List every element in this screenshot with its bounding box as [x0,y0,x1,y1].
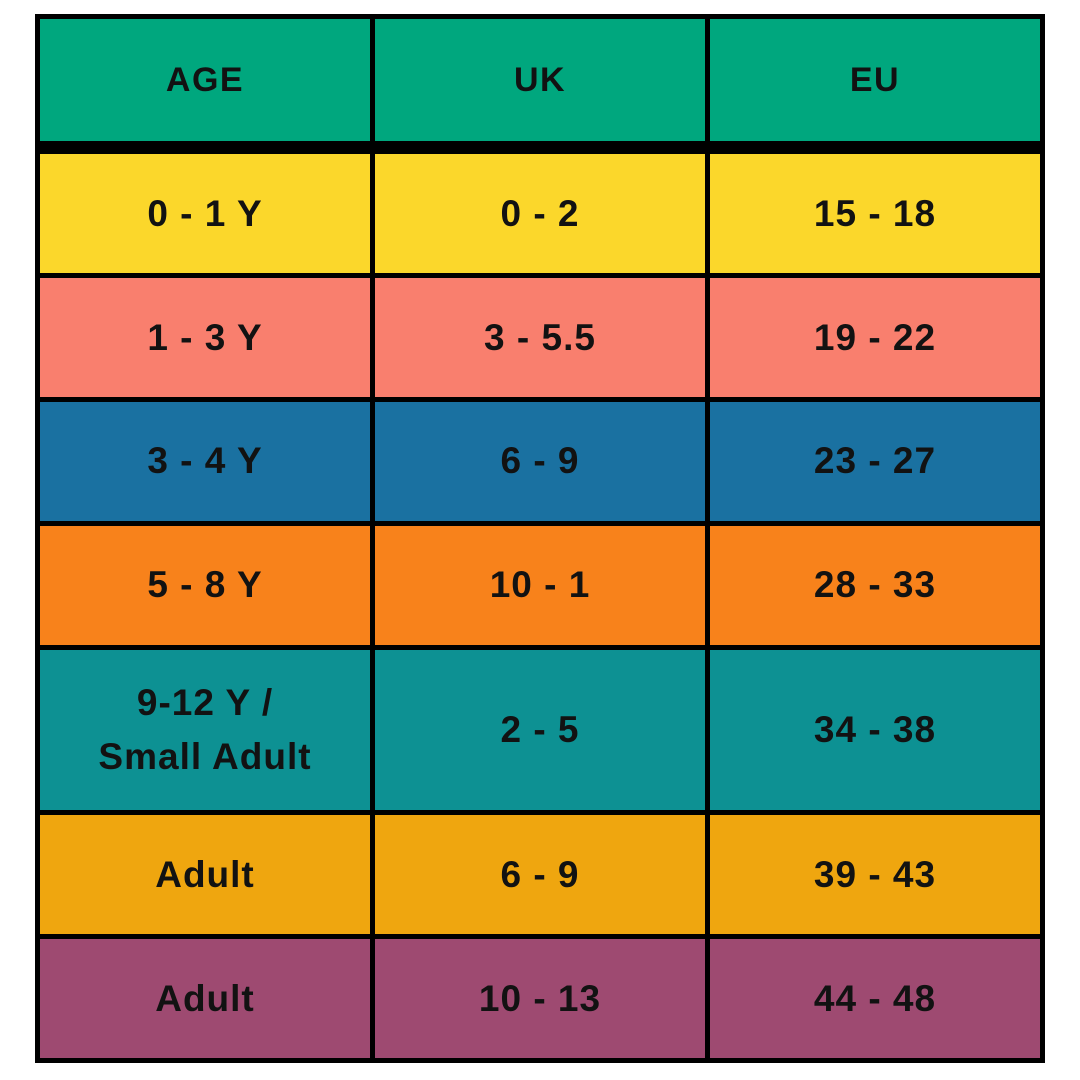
table-row-5-8y: 5 - 8 Y 10 - 1 28 - 33 [35,520,1045,650]
column-header-eu: EU [705,14,1045,154]
table-row-0-1y: 0 - 1 Y 0 - 2 15 - 18 [35,145,1045,278]
cell-eu: 15 - 18 [705,145,1045,278]
table-row-adult-2: Adult 10 - 13 44 - 48 [35,934,1045,1063]
column-header-age: AGE [35,14,375,154]
table-row-9-12y-small-adult: 9-12 Y / Small Adult 2 - 5 34 - 38 [35,644,1045,816]
cell-uk: 0 - 2 [370,145,710,278]
table-row-3-4y: 3 - 4 Y 6 - 9 23 - 27 [35,396,1045,526]
cell-eu: 34 - 38 [705,644,1045,816]
size-chart-table: AGE UK EU 0 - 1 Y 0 - 2 15 - 18 1 - 3 Y … [35,14,1045,1063]
cell-age: 5 - 8 Y [35,520,375,650]
header-row: AGE UK EU [35,14,1045,154]
cell-uk: 2 - 5 [370,644,710,816]
cell-uk: 6 - 9 [370,396,710,526]
cell-eu: 44 - 48 [705,934,1045,1063]
cell-uk: 10 - 13 [370,934,710,1063]
cell-age: Adult [35,934,375,1063]
cell-age: 9-12 Y / Small Adult [35,644,375,816]
cell-eu: 19 - 22 [705,272,1045,402]
cell-uk: 6 - 9 [370,810,710,940]
cell-age: 0 - 1 Y [35,145,375,278]
cell-eu: 39 - 43 [705,810,1045,940]
table-row-1-3y: 1 - 3 Y 3 - 5.5 19 - 22 [35,272,1045,402]
cell-uk: 10 - 1 [370,520,710,650]
cell-age: Adult [35,810,375,940]
cell-eu: 23 - 27 [705,396,1045,526]
cell-age: 1 - 3 Y [35,272,375,402]
table-row-adult-1: Adult 6 - 9 39 - 43 [35,810,1045,940]
column-header-uk: UK [370,14,710,154]
cell-eu: 28 - 33 [705,520,1045,650]
cell-uk: 3 - 5.5 [370,272,710,402]
cell-age: 3 - 4 Y [35,396,375,526]
